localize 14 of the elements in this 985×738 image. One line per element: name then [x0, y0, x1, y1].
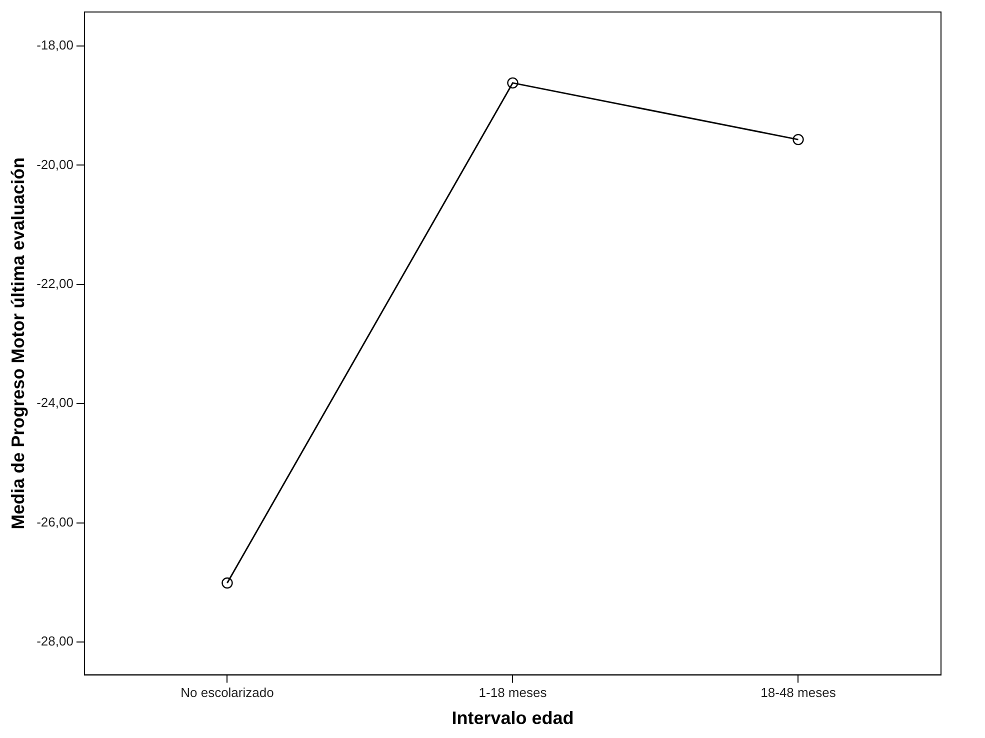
y-axis-title: Media de Progreso Motor última evaluación [8, 157, 28, 530]
y-tick-label: -18,00 [36, 38, 74, 53]
point [222, 577, 233, 589]
y-tick-label: -20,00 [36, 156, 74, 172]
point [792, 134, 804, 146]
y-tick-label: -26,00 [36, 514, 74, 530]
x-tick-label: 18-48 meses [760, 685, 836, 700]
x-tick-label: No escolarizado [180, 685, 274, 700]
x-axis-title: Intervalo edad [452, 708, 574, 728]
y-tick-label: -28,00 [36, 634, 74, 649]
x-tick-label: 1-18 meses [478, 685, 548, 700]
y-tick-label: -24,00 [36, 395, 74, 410]
y-tick-label: -22,00 [36, 276, 74, 291]
point [507, 77, 518, 89]
